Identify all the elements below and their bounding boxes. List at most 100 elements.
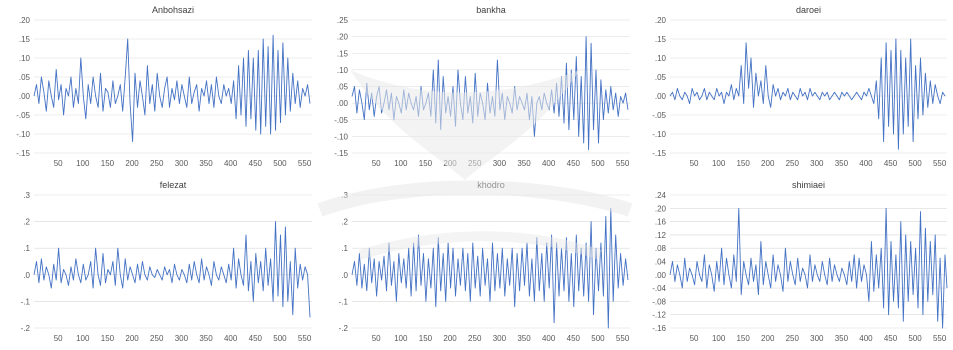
chart-panel-shimiaei: shimiaei -.16 -.12 -.08 -.04 .00 .04 .08 .12 .16.… — [636, 175, 953, 350]
x-tick-label: 250 — [468, 334, 482, 343]
x-tick-label: 300 — [175, 334, 189, 343]
y-tick-label: .00 — [655, 271, 667, 280]
y-tick-label: -.15 — [334, 149, 348, 158]
x-tick-label: 150 — [101, 159, 115, 168]
x-tick-label: 400 — [224, 334, 238, 343]
x-tick-label: 450 — [567, 334, 581, 343]
y-tick-label: .20 — [337, 33, 349, 42]
series-line — [33, 221, 311, 318]
chart-panel-daroei: daroei -.15 -.10 -.05 .00 .05 .10 .15 .20 50 100 15… — [636, 0, 953, 175]
y-tick-label: .10 — [655, 54, 667, 63]
x-tick-label: 350 — [199, 159, 213, 168]
x-tick-label: 550 — [933, 334, 947, 343]
x-tick-label: 400 — [542, 334, 556, 343]
x-tick-label: 100 — [394, 334, 408, 343]
y-tick-label: -.15 — [16, 149, 30, 158]
y-tick-label: .00 — [337, 99, 349, 108]
chart-title: shimiaei — [792, 180, 825, 190]
y-tick-label: -.16 — [652, 324, 666, 333]
y-tick-label: -.10 — [16, 130, 30, 139]
x-tick-label: 100 — [712, 159, 726, 168]
x-tick-label: 200 — [125, 334, 139, 343]
x-tick-label: 250 — [468, 159, 482, 168]
x-tick-label: 200 — [443, 334, 457, 343]
y-tick-label: .2 — [341, 218, 348, 227]
y-tick-label: .1 — [341, 244, 348, 253]
x-tick-label: 150 — [419, 159, 433, 168]
x-tick-label: 50 — [54, 334, 63, 343]
y-tick-label: .24 — [655, 191, 667, 200]
x-tick-label: 300 — [493, 159, 507, 168]
x-tick-label: 50 — [372, 334, 381, 343]
y-tick-label: .3 — [341, 191, 348, 200]
x-tick-label: 150 — [736, 334, 750, 343]
y-tick-label: .20 — [19, 16, 31, 25]
x-tick-label: 450 — [249, 334, 263, 343]
y-tick-label: -.05 — [652, 111, 666, 120]
y-tick-label: .25 — [337, 16, 349, 25]
y-tick-label: .20 — [655, 16, 667, 25]
y-tick-label: .0 — [23, 271, 30, 280]
chart-title: daroei — [796, 5, 821, 15]
x-tick-label: 50 — [54, 159, 63, 168]
y-tick-label: .04 — [655, 258, 667, 267]
x-tick-label: 550 — [616, 334, 630, 343]
y-tick-label: .15 — [655, 35, 667, 44]
y-tick-label: .1 — [23, 244, 30, 253]
chart-svg: felezat -.2 -.1 .0 .1 .2 .3 50 100 150 200 250 300 35… — [21, 180, 312, 343]
x-tick-label: 100 — [394, 159, 408, 168]
series-line — [33, 34, 311, 143]
y-tick-label: -.12 — [652, 311, 666, 320]
x-tick-label: 550 — [616, 159, 630, 168]
y-tick-label: .05 — [19, 73, 31, 82]
x-tick-label: 350 — [199, 334, 213, 343]
y-tick-label: -.2 — [21, 324, 31, 333]
y-tick-label: .05 — [337, 83, 349, 92]
chart-svg: khodro -.2 -.1 .0 .1 .2 .3 50 100 150 200 250 300 350… — [339, 180, 630, 343]
chart-svg: shimiaei -.16 -.12 -.08 -.04 .00 .04 .08 .12 .16.… — [652, 180, 948, 343]
chart-svg: daroei -.15 -.10 -.05 .00 .05 .10 .15 .20 50 100 15… — [652, 5, 947, 168]
x-tick-label: 500 — [908, 159, 922, 168]
chart-panel-anbohsazi: Anbohsazi -.15 -.10 -.05 .00 .05 .10 .15 .20 50 10… — [0, 0, 318, 175]
x-tick-label: 250 — [786, 334, 800, 343]
y-tick-label: .15 — [19, 35, 31, 44]
x-tick-label: 550 — [933, 159, 947, 168]
y-tick-label: -.04 — [652, 284, 666, 293]
x-tick-label: 300 — [810, 159, 824, 168]
x-tick-label: 450 — [884, 159, 898, 168]
y-tick-label: .20 — [655, 204, 667, 213]
y-tick-label: .00 — [19, 92, 31, 101]
y-tick-label: .15 — [337, 49, 349, 58]
series-line — [669, 38, 946, 150]
series-line — [351, 207, 629, 329]
x-tick-label: 500 — [591, 159, 605, 168]
chart-panel-bankha: bankha -.15 -.10 -.05 .00 .05 .10 .15 .20 .25 50 10… — [318, 0, 636, 175]
x-tick-label: 200 — [761, 334, 775, 343]
x-tick-label: 200 — [761, 159, 775, 168]
series-line — [351, 36, 629, 151]
y-tick-label: -.08 — [652, 297, 666, 306]
chart-svg: bankha -.15 -.10 -.05 .00 .05 .10 .15 .20 .25 50 10… — [334, 5, 630, 168]
y-tick-label: .05 — [655, 73, 667, 82]
x-tick-label: 250 — [786, 159, 800, 168]
y-tick-label: -.2 — [339, 324, 349, 333]
x-tick-label: 550 — [298, 159, 312, 168]
x-tick-label: 350 — [517, 334, 531, 343]
x-tick-label: 150 — [101, 334, 115, 343]
y-tick-label: .0 — [341, 271, 348, 280]
x-tick-label: 400 — [859, 334, 873, 343]
y-tick-label: -.10 — [652, 130, 666, 139]
x-tick-label: 450 — [249, 159, 263, 168]
y-tick-label: .16 — [655, 218, 667, 227]
x-tick-label: 300 — [493, 334, 507, 343]
x-tick-label: 300 — [810, 334, 824, 343]
x-tick-label: 150 — [736, 159, 750, 168]
y-tick-label: -.10 — [334, 132, 348, 141]
x-tick-label: 250 — [150, 159, 164, 168]
chart-title: khodro — [477, 180, 505, 190]
y-tick-label: .10 — [19, 54, 31, 63]
x-tick-label: 50 — [690, 159, 699, 168]
x-tick-label: 100 — [76, 334, 90, 343]
series-line — [669, 207, 948, 329]
